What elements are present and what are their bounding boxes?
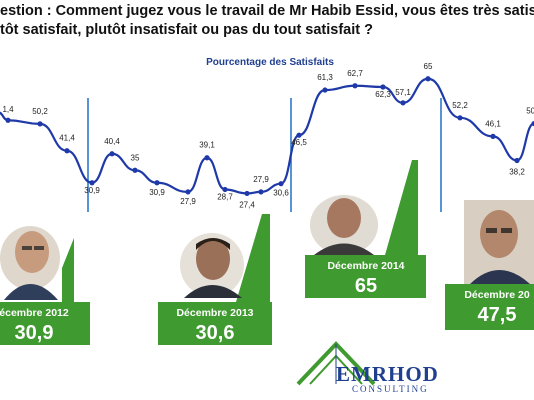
logo-subtitle: CONSULTING xyxy=(352,384,429,394)
callout-value: 30,6 xyxy=(196,322,235,344)
data-point xyxy=(490,133,496,139)
callout-box xyxy=(158,214,272,345)
data-point xyxy=(425,76,431,82)
data-point xyxy=(514,157,520,164)
data-label: 27,9 xyxy=(253,175,269,184)
portrait-2013 xyxy=(180,233,244,298)
chart-title: Pourcentage des Satisfaits xyxy=(206,57,334,68)
callout-value: 47,5 xyxy=(478,304,517,326)
portrait-2014 xyxy=(310,195,378,255)
emrhod-logo xyxy=(296,341,376,386)
data-point xyxy=(185,189,191,195)
data-label: 35 xyxy=(131,153,140,162)
data-label: 46,1 xyxy=(485,119,501,128)
callout-box xyxy=(305,160,426,298)
callout-period: Décembre 20 xyxy=(464,289,530,301)
data-point xyxy=(132,167,138,173)
data-label: 27,4 xyxy=(239,200,255,209)
data-point xyxy=(5,117,11,123)
data-label: 46,5 xyxy=(291,138,307,147)
data-point xyxy=(222,186,228,193)
data-label: 30,9 xyxy=(149,188,165,197)
data-label: 57,1 xyxy=(395,88,411,97)
data-point xyxy=(322,87,328,93)
data-label: 61,3 xyxy=(317,73,333,82)
data-point xyxy=(296,132,302,138)
data-point xyxy=(352,83,358,89)
data-label: 52,2 xyxy=(452,101,468,110)
data-point xyxy=(89,180,95,186)
data-point xyxy=(204,155,210,161)
data-label: 62,7 xyxy=(347,69,363,78)
portrait-2015 xyxy=(464,200,534,284)
logo-name: EMRHOD xyxy=(336,362,439,386)
data-label: 41,4 xyxy=(59,134,75,143)
data-point xyxy=(64,148,70,154)
callout-period: Décembre 2013 xyxy=(176,307,253,319)
data-label: 40,4 xyxy=(104,137,120,146)
data-label: 62,3 xyxy=(375,90,391,99)
data-point xyxy=(37,121,43,127)
question-line-2: tôt satisfait, plutôt insatisfait ou pas… xyxy=(0,22,373,38)
callout-value: 30,9 xyxy=(15,322,54,344)
data-point xyxy=(380,84,386,90)
data-point xyxy=(400,100,406,106)
data-point xyxy=(244,190,250,197)
data-point xyxy=(109,151,115,157)
data-point xyxy=(531,120,534,127)
callout-period: Décembre 2014 xyxy=(327,260,404,272)
callout-value: 65 xyxy=(355,275,377,297)
data-label: 50,2 xyxy=(32,107,48,116)
data-label: 38,2 xyxy=(509,167,525,176)
data-point xyxy=(258,189,264,195)
portrait-2012 xyxy=(0,226,60,300)
question-line-1: estion : Comment jugez vous le travail d… xyxy=(0,3,534,19)
data-label: 30,9 xyxy=(84,186,100,195)
data-point xyxy=(154,180,160,186)
data-label: 65 xyxy=(424,62,433,71)
callout-box xyxy=(445,240,534,330)
callout-box xyxy=(0,238,90,345)
data-point xyxy=(278,181,284,187)
data-point xyxy=(457,115,463,121)
data-label: 1,4 xyxy=(2,105,14,114)
callout-period: écembre 2012 xyxy=(0,307,69,319)
data-label: 28,7 xyxy=(217,192,233,201)
data-label: 50,3 xyxy=(526,107,534,116)
data-label: 39,1 xyxy=(199,141,215,150)
data-label: 30,6 xyxy=(273,189,289,198)
data-label: 27,9 xyxy=(180,197,196,206)
